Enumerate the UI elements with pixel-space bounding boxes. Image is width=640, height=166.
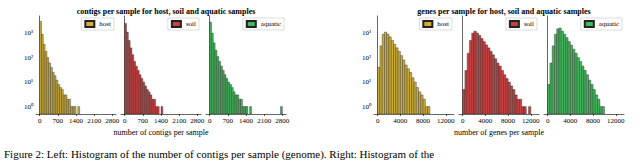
svg-text:2100: 2100 — [257, 117, 272, 125]
svg-text:soil: soil — [524, 20, 534, 28]
svg-text:10¹: 10¹ — [362, 78, 371, 86]
svg-text:4000: 4000 — [478, 117, 493, 125]
svg-text:0: 0 — [38, 117, 42, 125]
svg-text:host: host — [99, 20, 111, 28]
svg-text:8000: 8000 — [586, 117, 601, 125]
svg-text:12000: 12000 — [522, 117, 540, 125]
svg-text:10⁰: 10⁰ — [362, 103, 372, 111]
svg-text:host: host — [437, 20, 449, 28]
svg-text:aquatic: aquatic — [599, 20, 619, 28]
svg-text:0: 0 — [461, 117, 465, 125]
html-text:Figure 2: Left: Histogram of t: Figure 2: Left: Histogram of the number … — [4, 148, 435, 160]
svg-text:0: 0 — [546, 117, 550, 125]
svg-text:12000: 12000 — [607, 117, 625, 125]
svg-text:0: 0 — [123, 117, 127, 125]
svg-text:number of contigs per sample: number of contigs per sample — [113, 128, 209, 137]
svg-text:4000: 4000 — [393, 117, 408, 125]
svg-text:10³: 10³ — [24, 29, 33, 37]
svg-text:8000: 8000 — [501, 117, 516, 125]
svg-text:genes per sample for host, soi: genes per sample for host, soil and aqua… — [417, 7, 590, 16]
svg-text:10²: 10² — [362, 54, 371, 62]
svg-text:2800: 2800 — [275, 117, 290, 125]
svg-text:10¹: 10¹ — [24, 78, 33, 86]
svg-text:2100: 2100 — [172, 117, 187, 125]
svg-text:aquatic: aquatic — [261, 20, 281, 28]
svg-text:10⁰: 10⁰ — [24, 103, 34, 111]
svg-text:10²: 10² — [24, 54, 33, 62]
svg-text:700: 700 — [223, 117, 234, 125]
svg-text:8000: 8000 — [416, 117, 431, 125]
svg-text:2100: 2100 — [87, 117, 102, 125]
svg-text:10³: 10³ — [362, 29, 371, 37]
svg-text:700: 700 — [53, 117, 64, 125]
svg-text:0: 0 — [376, 117, 380, 125]
svg-text:number of genes per sample: number of genes per sample — [454, 128, 545, 137]
svg-text:0: 0 — [208, 117, 212, 125]
svg-text:12000: 12000 — [437, 117, 455, 125]
svg-text:2800: 2800 — [105, 117, 120, 125]
svg-text:1400: 1400 — [239, 117, 254, 125]
svg-text:contigs per sample for host, s: contigs per sample for host, soil and aq… — [77, 7, 256, 16]
svg-text:soil: soil — [186, 20, 196, 28]
svg-text:4000: 4000 — [563, 117, 578, 125]
svg-text:2800: 2800 — [190, 117, 205, 125]
svg-text:700: 700 — [138, 117, 149, 125]
svg-text:1400: 1400 — [154, 117, 169, 125]
svg-text:1400: 1400 — [69, 117, 84, 125]
